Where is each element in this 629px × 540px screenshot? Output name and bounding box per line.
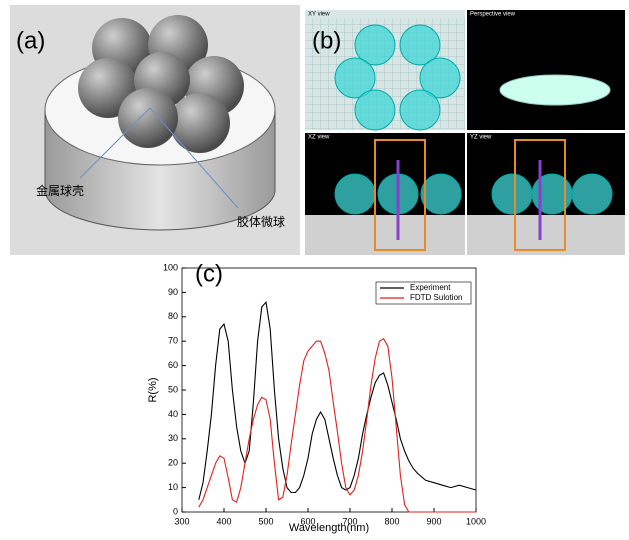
- data-line: [198, 300, 477, 500]
- legend-label: Experiment: [410, 283, 451, 292]
- plot-frame: [181, 267, 477, 513]
- y-tick-label: 100: [163, 262, 178, 272]
- panel-label: (a): [16, 27, 45, 54]
- data-line: [198, 338, 476, 513]
- panel-label: (c): [195, 260, 223, 287]
- annotation: 胶体微球: [237, 214, 285, 229]
- spheres: [78, 15, 244, 153]
- substrate: [499, 74, 611, 106]
- x-tick-label: 500: [258, 516, 273, 526]
- y-tick-label: 0: [173, 506, 178, 516]
- y-tick-label: 30: [168, 433, 178, 443]
- x-tick-label: 600: [300, 516, 315, 526]
- y-tick-label: 90: [168, 287, 178, 297]
- y-tick-label: 50: [168, 384, 178, 394]
- y-tick-label: 10: [168, 482, 178, 492]
- panel-b: XY view Perspective view XZ view YZ view…: [305, 10, 625, 255]
- view-title: XY view: [308, 12, 330, 18]
- x-tick-label: 300: [174, 516, 189, 526]
- view-title: XZ view: [308, 135, 330, 141]
- panel-c: (c) Wavelength(nm) R(%) 300 400 500 600 700 8…: [147, 260, 486, 534]
- x-tick-label: 1000: [466, 516, 486, 526]
- y-tick-label: 20: [168, 458, 178, 468]
- x-tick-label: 700: [342, 516, 357, 526]
- panel-a: (a) 金属球壳 胶体微球: [10, 5, 300, 255]
- panel-label: (b): [312, 27, 341, 54]
- x-tick-label: 900: [426, 516, 441, 526]
- sphere-views: [334, 24, 613, 215]
- view-window: [467, 10, 625, 130]
- x-tick-label: 400: [216, 516, 231, 526]
- y-tick-label: 40: [168, 409, 178, 419]
- y-tick-label: 60: [168, 360, 178, 370]
- legend-label: FDTD Sulotion: [410, 293, 462, 302]
- annotation: 金属球壳: [36, 183, 84, 198]
- view-title: YZ view: [470, 135, 492, 141]
- y-axis-label: R(%): [147, 377, 159, 402]
- pointer: [79, 107, 151, 179]
- pointer: [149, 107, 239, 209]
- view-title: Perspective view: [470, 12, 516, 18]
- y-tick-label: 70: [168, 336, 178, 346]
- y-tick-label: 80: [168, 311, 178, 321]
- x-tick-label: 800: [384, 516, 399, 526]
- x-axis-label: Wavelength(nm): [289, 522, 369, 534]
